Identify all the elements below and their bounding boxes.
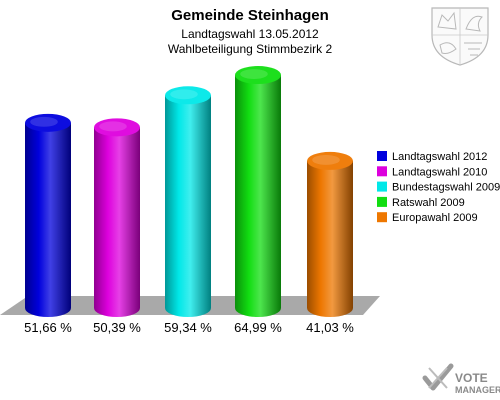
brand-line-1: VOTE: [455, 371, 488, 385]
bar-3: [165, 86, 211, 317]
legend-label-5: Europawahl 2009: [392, 212, 478, 224]
legend-swatch-4: [377, 196, 387, 207]
checkmark-icon: [422, 363, 454, 391]
bar-1: [25, 113, 71, 317]
value-label-2: 50,39 %: [93, 320, 141, 335]
chart-subtitle: Landtagswahl 13.05.2012: [181, 27, 319, 41]
legend-label-4: Ratswahl 2009: [392, 197, 465, 209]
brand-logo: VOTE MANAGER: [422, 363, 500, 395]
coat-of-arms-icon: [431, 7, 489, 66]
value-label-1: 51,66 %: [24, 320, 72, 335]
legend-label-1: Landtagswahl 2012: [392, 151, 487, 163]
legend-swatch-3: [377, 181, 387, 192]
chart-title: Gemeinde Steinhagen: [171, 7, 329, 24]
value-label-4: 64,99 %: [234, 320, 282, 335]
chart-subtitle-2: Wahlbeteiligung Stimmbezirk 2: [168, 42, 333, 56]
legend-label-2: Landtagswahl 2010: [392, 166, 487, 178]
legend-swatch-5: [377, 212, 387, 223]
bar-4: [235, 66, 281, 317]
legend-swatch-1: [377, 151, 387, 161]
brand-line-2: MANAGER: [455, 385, 500, 395]
value-label-5: 41,03 %: [306, 320, 354, 335]
bar-2: [94, 118, 140, 317]
legend: Landtagswahl 2012 Landtagswahl 2010 Bundes…: [377, 151, 500, 224]
legend-swatch-2: [377, 166, 387, 177]
bar-5: [307, 151, 353, 317]
legend-label-3: Bundestagswahl 2009: [392, 182, 500, 194]
value-label-3: 59,34 %: [164, 320, 212, 335]
